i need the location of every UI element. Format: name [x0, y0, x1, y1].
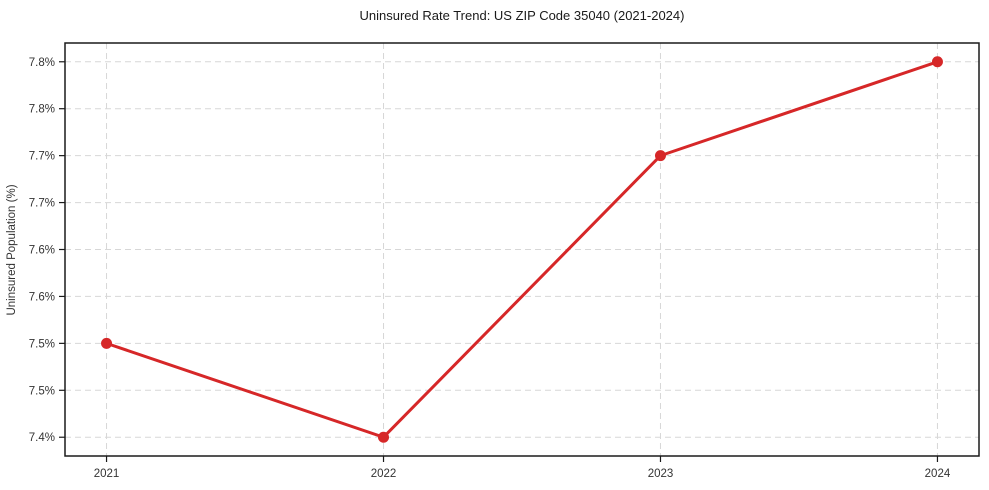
y-tick-label: 7.6%: [29, 245, 55, 257]
y-tick-label: 7.4%: [29, 432, 55, 444]
y-tick-label: 7.7%: [29, 151, 55, 163]
chart-title: Uninsured Rate Trend: US ZIP Code 35040 …: [359, 8, 685, 23]
data-line: [105, 60, 939, 439]
x-tick-label: 2022: [371, 468, 397, 480]
y-tick-label: 7.7%: [29, 198, 55, 210]
x-tick-label: 2021: [94, 468, 120, 480]
data-point: [931, 56, 943, 68]
x-tick-label: 2024: [925, 468, 951, 480]
data-point: [101, 337, 113, 349]
data-point: [654, 150, 666, 162]
data-point: [378, 431, 390, 443]
y-tick-label: 7.8%: [29, 57, 55, 69]
plot-frame: [64, 42, 980, 457]
y-tick-label: 7.6%: [29, 291, 55, 303]
x-tick-label: 2023: [648, 468, 674, 480]
y-tick-label: 7.5%: [29, 338, 55, 350]
y-tick-label: 7.8%: [29, 104, 55, 116]
y-tick-label: 7.5%: [29, 385, 55, 397]
